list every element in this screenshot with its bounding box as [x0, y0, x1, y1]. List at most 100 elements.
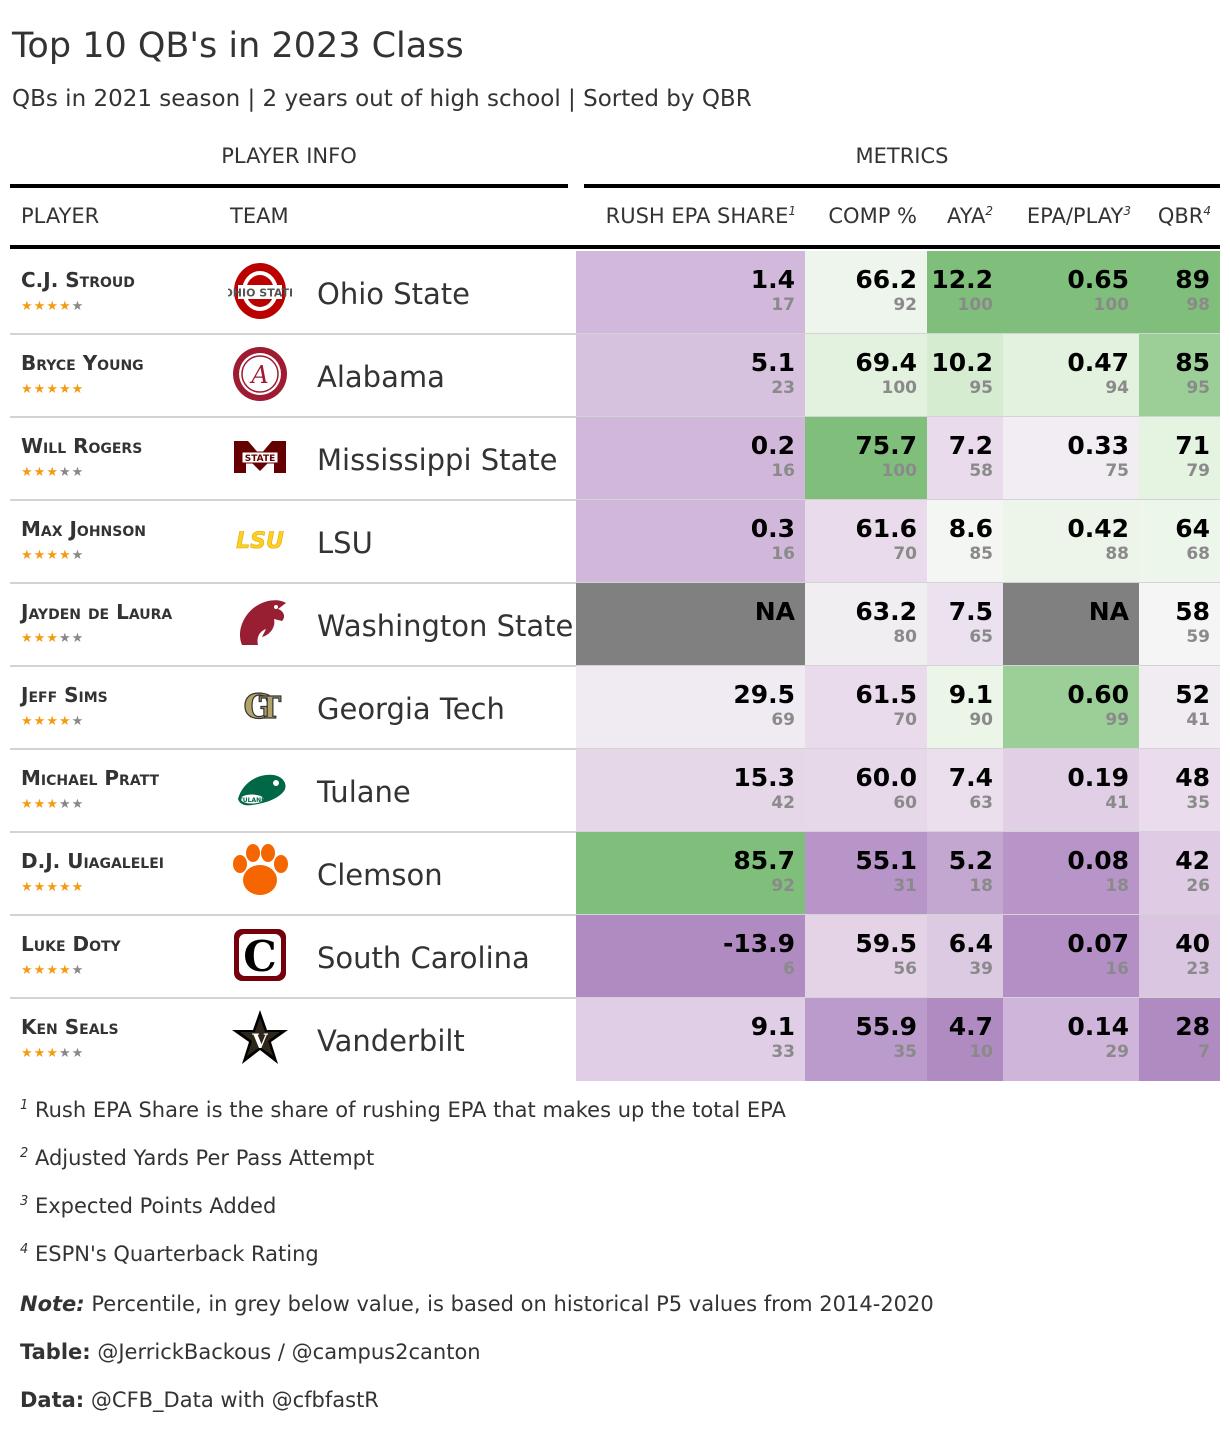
- table-row: 15.3 42 60.0 60 7.4 63 0.19 41 48 35 Michael Pratt…: [10, 749, 1220, 832]
- team-name: Vanderbilt: [317, 1024, 465, 1058]
- value-rush: 0.2: [750, 431, 795, 460]
- value-rush: 85.7: [733, 846, 795, 875]
- percentile-comp: 31: [893, 876, 917, 896]
- table-row: 1.4 17 66.2 92 12.2 100 0.65 100 89 98 C.J. Stroud…: [10, 251, 1220, 334]
- cell-aya: 5.2 18: [927, 832, 1003, 915]
- star-filled-icon: ★: [33, 299, 47, 314]
- cell-comp: 61.5 70: [805, 666, 927, 749]
- percentile-comp: 80: [893, 627, 917, 647]
- percentile-aya: 65: [969, 627, 993, 647]
- star-filled-icon: ★: [33, 382, 47, 397]
- value-qbr: 40: [1175, 929, 1210, 958]
- cell-qbr: 40 23: [1139, 915, 1220, 998]
- team-name: Clemson: [317, 858, 443, 892]
- percentile-aya: 90: [969, 710, 993, 730]
- recruit-stars: ★★★★★: [21, 880, 84, 895]
- value-comp: 63.2: [855, 597, 917, 626]
- star-filled-icon: ★: [33, 880, 47, 895]
- star-filled-icon: ★: [58, 880, 72, 895]
- cell-qbr: 42 26: [1139, 832, 1220, 915]
- recruit-stars: ★★★★★: [21, 299, 84, 314]
- table-row: 9.1 33 55.9 35 4.7 10 0.14 29 28 7 Ken Seals ★★★★★ V…: [10, 998, 1220, 1081]
- percentile-aya: 39: [969, 959, 993, 979]
- value-rush: NA: [754, 597, 795, 626]
- cell-epa: 0.47 94: [1003, 334, 1139, 417]
- cell-aya: 7.2 58: [927, 417, 1003, 500]
- svg-text:LSU: LSU: [236, 529, 284, 554]
- clemson-logo: [228, 842, 292, 902]
- recruit-stars: ★★★★★: [21, 963, 84, 978]
- chart-title: Top 10 QB's in 2023 Class: [12, 26, 464, 66]
- recruit-stars: ★★★★★: [21, 382, 84, 397]
- value-epa: 0.08: [1067, 846, 1129, 875]
- star-empty-icon: ★: [71, 548, 85, 563]
- col-header-epa-play: EPA/PLAY3: [1026, 204, 1131, 228]
- percentile-epa: 16: [1105, 959, 1129, 979]
- player-name: C.J. Stroud: [21, 268, 135, 292]
- footnote-2: 2 Adjusted Yards Per Pass Attempt: [20, 1146, 375, 1170]
- star-filled-icon: ★: [33, 797, 47, 812]
- svg-text:A: A: [249, 361, 268, 389]
- percentile-rush: 42: [771, 793, 795, 813]
- value-qbr: 85: [1175, 348, 1210, 377]
- cell-comp: 69.4 100: [805, 334, 927, 417]
- footnote-3: 3 Expected Points Added: [20, 1194, 277, 1218]
- team-name: Tulane: [317, 775, 411, 809]
- value-qbr: 28: [1175, 1012, 1210, 1041]
- spanner-line-metrics: [584, 184, 1220, 188]
- table-row: 0.2 16 75.7 100 7.2 58 0.33 75 71 79 Will Rogers ★★…: [10, 417, 1220, 500]
- col-header-aya: AYA2: [947, 204, 993, 228]
- team-name: Mississippi State: [317, 443, 558, 477]
- player-name: Michael Pratt: [21, 766, 159, 790]
- value-comp: 61.5: [855, 680, 917, 709]
- percentile-comp: 100: [881, 378, 918, 398]
- star-filled-icon: ★: [71, 382, 85, 397]
- cell-rush: 85.7 92: [576, 832, 805, 915]
- cell-epa: NA: [1003, 583, 1139, 666]
- cell-aya: 6.4 39: [927, 915, 1003, 998]
- table-row: NA 63.2 80 7.5 65 NA 58 59 Jayden de Laura ★★★★★ W…: [10, 583, 1220, 666]
- percentile-aya: 63: [969, 793, 993, 813]
- value-qbr: 52: [1175, 680, 1210, 709]
- percentile-qbr: 7: [1198, 1042, 1210, 1062]
- star-empty-icon: ★: [58, 631, 72, 646]
- svg-text:T: T: [259, 691, 282, 726]
- percentile-comp: 92: [893, 295, 917, 315]
- value-epa: 0.65: [1067, 265, 1129, 294]
- svg-text:STATE: STATE: [245, 454, 275, 464]
- cell-qbr: 71 79: [1139, 417, 1220, 500]
- value-comp: 59.5: [855, 929, 917, 958]
- value-epa: NA: [1088, 597, 1129, 626]
- percentile-comp: 56: [893, 959, 917, 979]
- cell-epa: 0.14 29: [1003, 998, 1139, 1081]
- star-filled-icon: ★: [46, 880, 59, 895]
- cell-epa: 0.60 99: [1003, 666, 1139, 749]
- value-epa: 0.47: [1067, 348, 1129, 377]
- value-epa: 0.33: [1067, 431, 1129, 460]
- value-epa: 0.14: [1067, 1012, 1129, 1041]
- percentile-epa: 94: [1105, 378, 1129, 398]
- percentile-comp: 100: [881, 461, 918, 481]
- player-name: Ken Seals: [21, 1015, 119, 1039]
- star-empty-icon: ★: [71, 1046, 85, 1061]
- player-name: Will Rogers: [21, 434, 143, 458]
- cell-qbr: 89 98: [1139, 251, 1220, 334]
- spanner-metrics: METRICS: [855, 144, 949, 168]
- value-qbr: 64: [1175, 514, 1210, 543]
- star-filled-icon: ★: [33, 963, 47, 978]
- star-empty-icon: ★: [71, 963, 85, 978]
- cell-rush: 0.3 16: [576, 500, 805, 583]
- col-header-comp-pct: COMP %: [828, 204, 917, 228]
- star-filled-icon: ★: [21, 382, 34, 397]
- percentile-epa: 99: [1105, 710, 1129, 730]
- percentile-qbr: 95: [1186, 378, 1210, 398]
- star-empty-icon: ★: [71, 299, 85, 314]
- cell-aya: 7.4 63: [927, 749, 1003, 832]
- cell-qbr: 58 59: [1139, 583, 1220, 666]
- percentile-epa: 41: [1105, 793, 1129, 813]
- percentile-rush: 33: [771, 1042, 795, 1062]
- percentile-qbr: 41: [1186, 710, 1210, 730]
- cell-epa: 0.19 41: [1003, 749, 1139, 832]
- cell-comp: 55.9 35: [805, 998, 927, 1081]
